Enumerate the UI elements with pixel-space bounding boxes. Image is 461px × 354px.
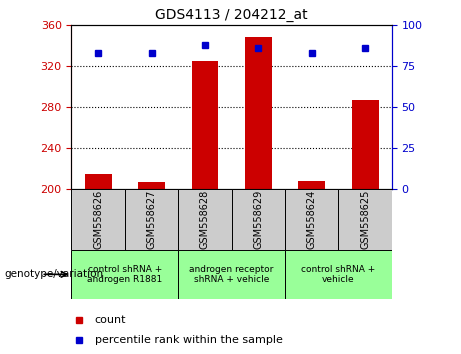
Text: control shRNA +
vehicle: control shRNA + vehicle bbox=[301, 265, 376, 284]
Bar bbox=[138, 182, 165, 189]
Bar bbox=[71, 189, 125, 250]
Text: GSM558629: GSM558629 bbox=[254, 190, 263, 249]
Bar bbox=[178, 189, 231, 250]
Text: androgen receptor
shRNA + vehicle: androgen receptor shRNA + vehicle bbox=[189, 265, 274, 284]
Text: GSM558625: GSM558625 bbox=[360, 190, 370, 249]
Bar bbox=[71, 250, 178, 299]
Text: percentile rank within the sample: percentile rank within the sample bbox=[95, 335, 283, 345]
Bar bbox=[245, 37, 272, 189]
Text: GSM558627: GSM558627 bbox=[147, 190, 157, 249]
Bar bbox=[231, 189, 285, 250]
Bar bbox=[285, 189, 338, 250]
Text: GSM558624: GSM558624 bbox=[307, 190, 317, 249]
Bar bbox=[178, 250, 285, 299]
Text: genotype/variation: genotype/variation bbox=[5, 269, 104, 279]
Bar bbox=[85, 174, 112, 189]
Text: GSM558628: GSM558628 bbox=[200, 190, 210, 249]
Text: count: count bbox=[95, 315, 126, 325]
Bar bbox=[338, 189, 392, 250]
Bar bbox=[298, 181, 325, 189]
Bar bbox=[285, 250, 392, 299]
Bar bbox=[192, 61, 219, 189]
Bar bbox=[125, 189, 178, 250]
Text: GSM558626: GSM558626 bbox=[93, 190, 103, 249]
Bar bbox=[352, 100, 378, 189]
Text: control shRNA +
androgen R1881: control shRNA + androgen R1881 bbox=[87, 265, 162, 284]
Title: GDS4113 / 204212_at: GDS4113 / 204212_at bbox=[155, 8, 308, 22]
